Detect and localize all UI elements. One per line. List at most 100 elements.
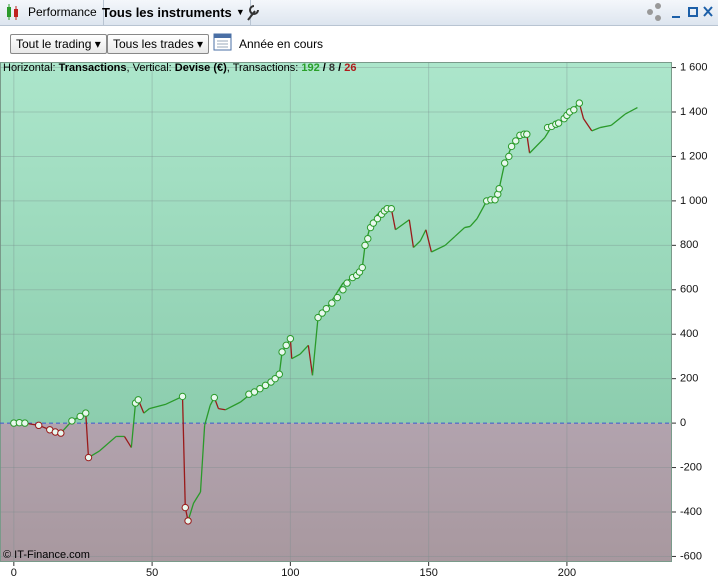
trade-marker <box>134 396 142 404</box>
equity-segment <box>425 229 433 253</box>
wrench-icon[interactable] <box>243 0 263 25</box>
equity-segment <box>582 118 593 132</box>
y-tick-label: 200 <box>680 373 698 385</box>
x-tick-label: 0 <box>11 567 17 579</box>
trade-marker <box>57 429 65 437</box>
equity-segment <box>123 436 132 448</box>
trade-marker <box>575 99 584 107</box>
dropdown-arrow: ▼ <box>235 7 245 17</box>
equity-segment <box>610 113 626 126</box>
trade-marker <box>358 263 366 272</box>
period-label: Année en cours <box>239 37 324 51</box>
header-part: Horizontal: <box>3 62 59 74</box>
calendar-icon[interactable] <box>213 32 235 54</box>
trade-marker <box>361 241 369 250</box>
trade-marker <box>333 293 342 302</box>
window-controls <box>647 3 713 21</box>
trade-marker <box>184 517 192 525</box>
trade-marker <box>495 184 503 193</box>
trade-marker <box>507 142 516 151</box>
dropdown[interactable]: Tout le trading ▾ <box>10 34 107 54</box>
x-tick-label: 200 <box>558 567 576 579</box>
trade-marker <box>554 119 563 127</box>
maximize[interactable] <box>688 7 698 17</box>
header-part: Devise (€) <box>174 62 227 74</box>
equity-segment <box>419 229 427 242</box>
dropdown[interactable]: Tous les trades ▾ <box>107 34 210 54</box>
equity-segment <box>130 403 137 448</box>
header-part: , Transactions: <box>226 62 302 74</box>
trade-marker <box>21 419 29 427</box>
filter-bar: Tout le trading ▾ Tous les trades ▾ Anné… <box>0 26 718 60</box>
equity-segment <box>498 162 506 189</box>
y-tick-label: 1 400 <box>680 106 708 118</box>
trade-marker <box>512 137 520 145</box>
equity-segment <box>218 408 226 411</box>
equity-segment <box>361 245 366 268</box>
equity-segment <box>469 218 478 227</box>
trade-marker <box>369 219 378 227</box>
equity-segment <box>204 405 211 426</box>
y-tick-label: 1 600 <box>680 61 708 73</box>
header-part: , Vertical: <box>126 62 175 74</box>
equity-segment <box>454 227 466 237</box>
x-tick-label: 100 <box>281 567 299 579</box>
header-part: / <box>319 62 329 74</box>
trade-marker <box>76 412 84 421</box>
header-part: 192 <box>301 62 320 74</box>
copyright: © IT-Finance.com <box>3 549 90 561</box>
header-part: / <box>335 62 345 74</box>
positive-zone <box>0 62 672 424</box>
trade-marker <box>261 381 270 390</box>
trade-marker <box>181 503 189 512</box>
equity-segment <box>311 317 319 376</box>
trade-marker <box>500 159 509 167</box>
equity-segment <box>181 396 186 508</box>
trade-marker <box>256 384 264 393</box>
equity-segment <box>307 345 314 376</box>
trade-marker <box>328 299 336 307</box>
header-part: 8 <box>328 62 336 74</box>
tab-label: Tous les instruments <box>102 5 232 20</box>
trade-marker <box>84 453 93 462</box>
negative-zone <box>0 423 672 562</box>
y-tick-label: 0 <box>680 417 686 429</box>
trade-marker <box>314 313 322 322</box>
trade-marker <box>82 409 90 417</box>
equity-segment <box>624 106 638 115</box>
trade-marker <box>178 392 187 401</box>
header-part: 26 <box>344 62 357 74</box>
equity-segment <box>529 137 546 154</box>
share-icon[interactable] <box>647 9 653 15</box>
equity-segment <box>291 353 301 360</box>
plot-border <box>0 62 672 562</box>
y-tick-label: 1 200 <box>680 150 708 162</box>
trade-marker <box>278 348 286 356</box>
toolbar: Performance Tous les instruments ▼ <box>0 0 718 26</box>
equity-segment <box>431 244 446 253</box>
equity-segment <box>464 225 471 229</box>
equity-segment <box>85 413 90 458</box>
tab[interactable]: Performance <box>22 0 104 25</box>
header-part: Transactions <box>58 62 127 74</box>
trade-marker <box>373 214 382 223</box>
y-tick-label: 600 <box>680 284 698 296</box>
equity-segment <box>278 351 283 375</box>
trade-marker <box>275 370 284 378</box>
share-icon <box>655 3 661 9</box>
equity-segment <box>149 403 167 410</box>
trade-marker <box>505 152 513 161</box>
equity-segment <box>193 491 202 504</box>
trade-marker <box>364 234 372 243</box>
trade-marker <box>339 286 347 294</box>
equity-segment <box>395 219 410 231</box>
tab[interactable]: Tous les instruments ▼ <box>96 0 251 25</box>
x-tick-label: 150 <box>419 567 437 579</box>
y-tick-label: -400 <box>680 506 702 518</box>
trade-marker <box>343 279 351 287</box>
close[interactable] <box>703 6 713 17</box>
candle-icon <box>7 4 18 20</box>
equity-segment <box>408 219 415 248</box>
trade-marker <box>210 393 219 402</box>
